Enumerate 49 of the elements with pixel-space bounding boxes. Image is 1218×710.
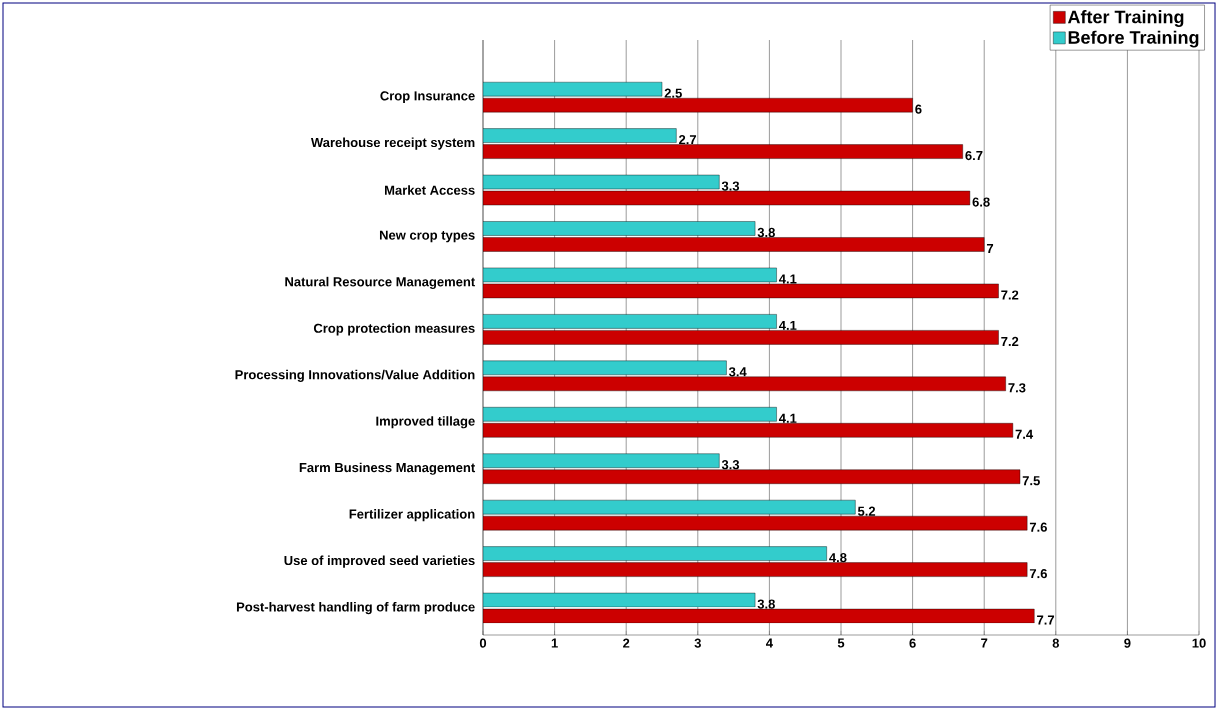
y-tick-label: Warehouse receipt system xyxy=(310,137,475,150)
data-label: 7.2 xyxy=(1001,336,1019,346)
x-tick-label: 8 xyxy=(1052,638,1060,648)
x-tick-label: 0 xyxy=(479,638,487,648)
x-tick-label: 3 xyxy=(694,638,701,648)
y-tick-label: Market Access xyxy=(385,185,475,195)
x-tick-label: 4 xyxy=(765,638,773,648)
data-label: 3.8 xyxy=(757,599,775,609)
y-tick-label: Post-harvest handling of farm produce xyxy=(236,601,475,615)
data-label: 4.1 xyxy=(778,320,797,330)
data-label: 7.4 xyxy=(1015,429,1034,439)
data-label: 7.2 xyxy=(1001,290,1019,300)
data-label: 7.5 xyxy=(1022,476,1040,486)
x-tick-label: 10 xyxy=(1192,638,1206,648)
data-label: 3.8 xyxy=(757,227,775,238)
y-tick-label: Crop Insurance xyxy=(380,91,475,104)
y-tick-label: Fertilizer application xyxy=(349,509,475,522)
x-tick-label: 6 xyxy=(909,638,916,648)
data-label: 5.2 xyxy=(857,506,876,516)
y-tick-label: New crop types xyxy=(379,230,475,243)
x-tick-label: 1 xyxy=(551,638,558,648)
legend-label: After Training xyxy=(1067,10,1184,27)
data-label: 2.5 xyxy=(664,88,682,98)
data-label: 4.1 xyxy=(778,274,797,284)
data-label: 4.1 xyxy=(778,413,797,423)
y-tick-label: Improved tillage xyxy=(376,416,475,429)
legend-label: Before Training xyxy=(1068,30,1199,48)
x-tick-label: 2 xyxy=(623,638,630,648)
y-tick-label: Crop protection measures xyxy=(313,323,475,336)
y-tick-label: Farm Business Management xyxy=(299,462,476,475)
data-label: 6.8 xyxy=(972,197,990,207)
data-label: 7 xyxy=(986,244,994,253)
data-label: 6 xyxy=(915,104,922,114)
y-tick-label: Use of improved seed varieties xyxy=(284,555,475,568)
data-label: 7.6 xyxy=(1029,522,1047,532)
x-tick-label: 9 xyxy=(1124,638,1131,648)
data-label: 3.4 xyxy=(728,367,747,377)
data-label: 7.3 xyxy=(1008,383,1026,393)
data-label: 3.3 xyxy=(721,181,740,191)
data-label: 7.6 xyxy=(1029,569,1047,579)
data-label: 6.7 xyxy=(965,150,983,161)
x-tick-label: 5 xyxy=(837,638,845,648)
data-label: 3.3 xyxy=(721,460,740,470)
y-tick-label: Processing Innovations/Value Addition xyxy=(235,369,475,382)
data-label: 7.7 xyxy=(1037,615,1055,625)
x-tick-label: 7 xyxy=(981,638,988,648)
data-label: 4.8 xyxy=(829,553,847,563)
data-label: 2.7 xyxy=(678,135,697,145)
y-tick-label: Natural Resource Management xyxy=(285,276,476,290)
